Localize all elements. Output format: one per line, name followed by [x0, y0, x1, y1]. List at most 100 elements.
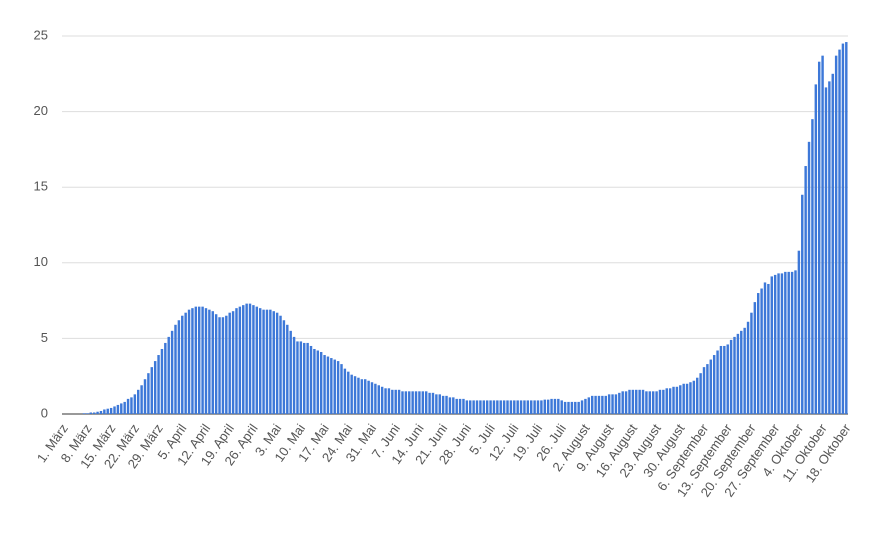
bar	[635, 389, 638, 414]
bar	[160, 348, 164, 414]
bar	[303, 342, 306, 414]
bar	[692, 380, 696, 414]
bar	[526, 400, 530, 414]
bar	[248, 303, 252, 414]
bar	[143, 379, 147, 414]
bar	[377, 385, 380, 414]
bar	[570, 401, 574, 414]
bar	[208, 309, 211, 414]
bar	[709, 359, 713, 414]
bar	[601, 395, 604, 414]
bar	[662, 389, 665, 414]
bar	[82, 413, 86, 414]
bar	[242, 305, 245, 414]
bar	[567, 401, 570, 414]
bar	[631, 389, 635, 414]
bar	[306, 342, 309, 414]
bar	[296, 341, 299, 414]
bar	[184, 312, 187, 414]
bar	[516, 400, 519, 414]
bar	[719, 345, 723, 414]
bar	[109, 407, 113, 414]
y-tick-label: 25	[34, 27, 48, 42]
bar	[275, 312, 279, 414]
bar	[658, 389, 662, 414]
bar	[577, 401, 580, 414]
bar	[204, 308, 208, 414]
bar	[716, 350, 719, 414]
bar	[760, 288, 763, 414]
bar	[496, 400, 499, 414]
bar	[679, 385, 682, 414]
bar	[628, 389, 631, 414]
bar	[584, 398, 587, 414]
bar	[699, 373, 702, 414]
bar	[424, 391, 428, 414]
bar	[740, 330, 743, 414]
bar	[702, 367, 706, 414]
bar	[465, 400, 469, 414]
bar	[672, 386, 675, 414]
bar	[218, 317, 221, 414]
bar	[140, 385, 143, 414]
bar	[519, 400, 523, 414]
bar	[319, 352, 323, 414]
bar	[282, 320, 286, 414]
bar	[682, 383, 685, 414]
bar	[638, 389, 641, 414]
y-tick-label: 0	[41, 405, 48, 420]
bar	[167, 336, 170, 414]
bar	[106, 408, 109, 414]
bar	[262, 309, 265, 414]
bar	[763, 282, 767, 414]
bar	[736, 333, 740, 414]
bar	[364, 379, 367, 414]
bar	[536, 400, 540, 414]
bar	[326, 356, 330, 414]
bar	[350, 374, 353, 414]
bar	[269, 309, 272, 414]
bar	[164, 342, 167, 414]
bar	[597, 395, 601, 414]
bar	[360, 379, 364, 414]
bar	[479, 400, 482, 414]
bar	[289, 330, 292, 414]
bar	[428, 392, 431, 414]
bar	[438, 394, 441, 414]
bar	[153, 361, 157, 414]
bar	[408, 391, 411, 414]
bar	[557, 398, 560, 414]
bar	[767, 283, 770, 414]
bar	[706, 364, 709, 414]
bar	[831, 73, 834, 415]
bar	[753, 302, 757, 414]
bar	[790, 271, 794, 414]
bar	[414, 391, 418, 414]
bar	[502, 400, 506, 414]
bar	[455, 398, 458, 414]
bar	[340, 364, 343, 414]
bar	[645, 391, 648, 414]
bar	[587, 397, 591, 414]
bar	[221, 317, 225, 414]
bar	[258, 308, 262, 414]
bar	[194, 306, 198, 414]
bar	[689, 382, 692, 414]
bar	[523, 400, 526, 414]
bar	[509, 400, 513, 414]
bar	[235, 308, 238, 414]
bar	[485, 400, 489, 414]
bar	[614, 394, 618, 414]
bar	[387, 388, 391, 414]
y-tick-label: 5	[41, 330, 48, 345]
bar	[333, 359, 336, 414]
bar	[750, 312, 753, 414]
bar	[330, 358, 333, 414]
bar	[685, 383, 689, 414]
bar	[475, 400, 479, 414]
bar	[817, 61, 821, 414]
bar	[401, 391, 404, 414]
bar	[530, 400, 533, 414]
bar	[421, 391, 425, 414]
